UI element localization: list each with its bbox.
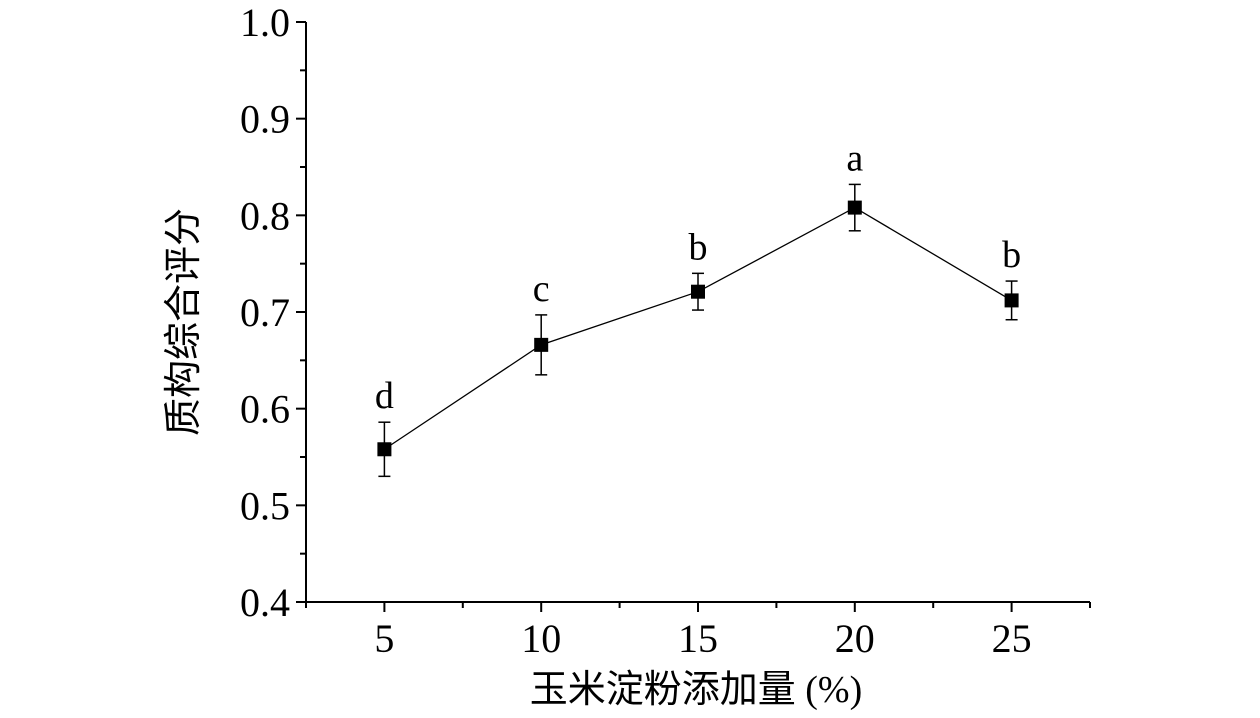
series-plot: d c b a b [375,137,1021,478]
x-tick-label: 15 [678,616,718,661]
data-point-marker [847,200,862,215]
y-tick-label: 0.8 [240,193,290,238]
data-point-marker [534,337,549,352]
data-point-marker [691,284,705,299]
significance-label: c [533,268,550,310]
y-tick-label: 1.0 [240,0,290,45]
significance-label: a [846,137,863,179]
y-tick-label: 0.5 [240,483,290,528]
axes [305,22,1090,603]
data-point-marker [377,442,392,457]
x-tick-label: 25 [992,616,1032,661]
significance-label: b [1002,234,1021,276]
significance-label: b [689,226,708,268]
x-tick-label: 20 [835,616,875,661]
y-tick-label: 0.6 [240,387,290,432]
x-tick-label: 10 [521,616,561,661]
y-tick-label: 0.9 [240,97,290,142]
y-axis-ticks: 0.4 0.5 0.6 0.7 0.8 0.9 1.0 [240,0,306,625]
x-tick-label: 5 [374,616,394,661]
data-point-marker [1004,293,1019,308]
significance-label: d [375,375,394,417]
x-axis-title: 玉米淀粉添加量 (%) [530,669,862,711]
x-axis-ticks: 5 10 15 20 25 [305,602,1091,661]
y-tick-label: 0.4 [240,580,290,625]
y-tick-label: 0.7 [240,290,290,335]
y-axis-title: 质构综合评分 [163,208,205,436]
